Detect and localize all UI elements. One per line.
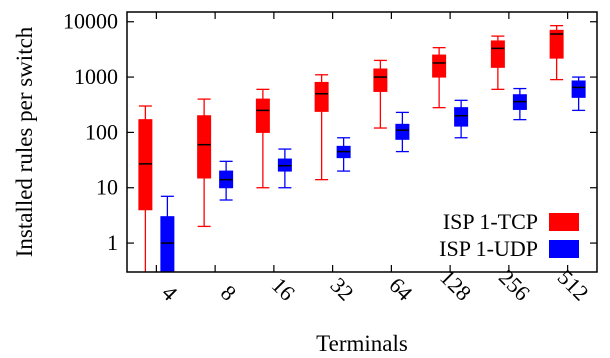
box-tcp [373, 59, 388, 129]
boxes [138, 24, 586, 273]
box-iqr [490, 40, 505, 68]
legend-swatch [549, 213, 579, 231]
legend-swatch [549, 240, 579, 258]
y-tick-label: 1 [107, 230, 118, 255]
x-axis-title: Terminals [316, 331, 408, 356]
box-tcp [255, 88, 270, 189]
x-tick-label: 512 [553, 265, 594, 306]
y-tick-label: 10000 [63, 9, 118, 34]
plot-frame [126, 11, 598, 273]
y-axis: 1 10 100 1000 10000 [63, 9, 597, 255]
x-tick-label: 64 [384, 272, 417, 305]
box-tcp [490, 35, 505, 90]
y-tick-label: 10 [96, 175, 118, 200]
box-udp [454, 99, 469, 139]
box-iqr [571, 80, 586, 98]
x-tick-label: 4 [157, 280, 182, 305]
box-iqr [197, 115, 212, 179]
legend-label: ISP 1-TCP [443, 209, 538, 234]
legend-label: ISP 1-UDP [439, 236, 538, 261]
box-iqr [454, 107, 469, 127]
box-iqr [549, 29, 564, 59]
box-iqr [432, 54, 447, 78]
box-tcp [314, 74, 329, 181]
y-axis-title: Installed rules per switch [12, 26, 37, 257]
box-iqr [373, 68, 388, 92]
box-udp [571, 76, 586, 112]
box-iqr [138, 119, 153, 211]
y-tick-label: 1000 [74, 64, 118, 89]
x-tick-label: 32 [326, 272, 359, 305]
x-tick-label: 8 [216, 280, 241, 305]
x-tick-label: 16 [267, 272, 300, 305]
box-tcp [138, 105, 153, 272]
x-axis: 4 8 16 32 64 128 256 512 [155, 12, 594, 306]
box-udp [219, 160, 234, 201]
box-iqr [395, 123, 410, 140]
box-tcp [432, 47, 447, 109]
y-tick-label: 100 [85, 119, 118, 144]
box-udp [160, 195, 175, 273]
box-tcp [549, 24, 564, 81]
box-iqr [314, 81, 329, 112]
box-tcp [197, 98, 212, 228]
box-udp [512, 87, 527, 121]
box-iqr [255, 98, 270, 133]
box-udp [277, 148, 292, 189]
box-udp [395, 111, 410, 153]
box-iqr [160, 216, 175, 273]
x-tick-label: 128 [435, 265, 476, 306]
x-tick-label: 256 [494, 265, 535, 306]
box-udp [336, 137, 351, 172]
